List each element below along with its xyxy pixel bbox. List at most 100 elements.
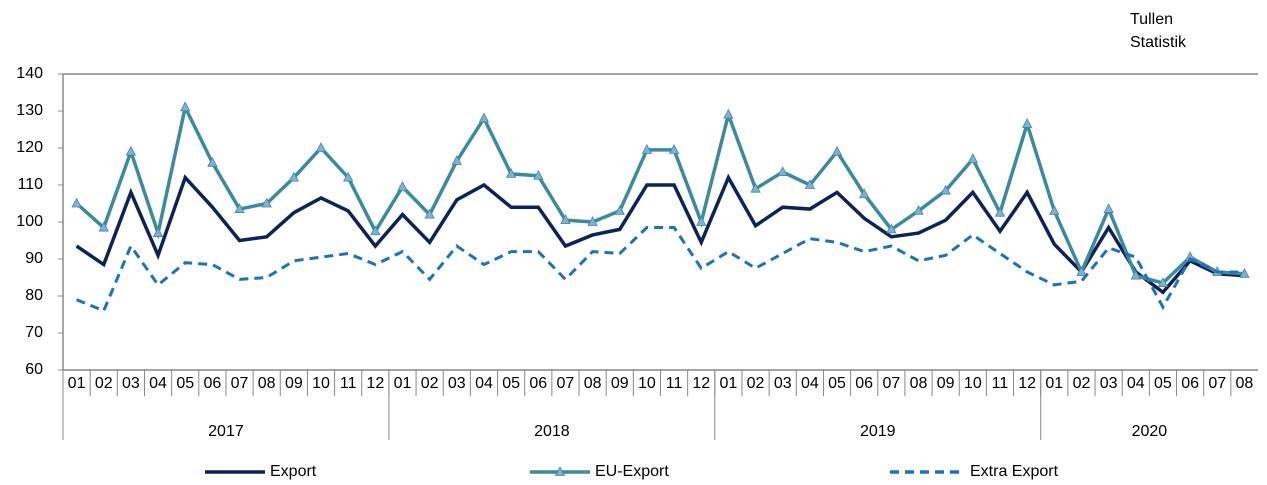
x-tick-label: 09 — [937, 375, 955, 392]
x-tick-label: 11 — [340, 375, 357, 392]
x-tick-label: 07 — [1208, 375, 1226, 392]
group-label: 2017 — [208, 423, 244, 440]
marker — [1049, 205, 1060, 215]
group-label: 2020 — [1132, 423, 1168, 440]
x-tick-label: 06 — [1181, 375, 1199, 392]
x-tick-label: 10 — [638, 375, 656, 392]
marker — [180, 101, 191, 112]
group-label: 2018 — [534, 423, 570, 440]
x-tick-label: 03 — [122, 375, 140, 392]
marker — [478, 112, 490, 123]
legend-label: EU-Export — [595, 463, 669, 480]
marker — [560, 214, 571, 225]
marker — [343, 171, 354, 182]
x-tick-label: 02 — [421, 375, 439, 392]
marker — [1157, 277, 1169, 287]
marker — [913, 205, 924, 215]
legend-label: Export — [270, 463, 317, 480]
x-tick-label: 03 — [774, 375, 792, 392]
x-tick-label: 11 — [666, 375, 683, 392]
y-tick-label: 80 — [25, 287, 43, 304]
marker — [315, 142, 327, 152]
x-tick-label: 09 — [611, 375, 629, 392]
x-tick-label: 05 — [176, 375, 194, 392]
y-tick-label: 140 — [16, 65, 43, 82]
x-tick-label: 07 — [882, 375, 900, 392]
x-tick-label: 02 — [1073, 375, 1091, 392]
series-line — [75, 101, 1245, 285]
annotation: Tullen — [1130, 11, 1173, 28]
marker — [668, 143, 680, 154]
x-tick-label: 04 — [475, 375, 493, 392]
marker — [831, 145, 843, 156]
marker — [125, 145, 137, 156]
marker — [1239, 267, 1250, 278]
marker — [370, 225, 381, 236]
y-tick-label: 60 — [25, 361, 43, 378]
x-tick-label: 12 — [692, 375, 710, 392]
x-tick-label: 04 — [149, 375, 167, 392]
x-tick-label: 04 — [1127, 375, 1145, 392]
x-tick-label: 06 — [203, 375, 221, 392]
x-tick-label: 04 — [801, 375, 819, 392]
marker — [234, 203, 245, 213]
x-tick-label: 12 — [1018, 375, 1036, 392]
marker — [288, 171, 300, 182]
x-tick-label: 02 — [747, 375, 765, 392]
x-tick-label: 07 — [231, 375, 249, 392]
marker — [994, 206, 1006, 217]
x-tick-label: 02 — [95, 375, 113, 392]
y-tick-label: 130 — [16, 102, 43, 119]
marker — [940, 184, 951, 195]
marker — [804, 179, 816, 189]
x-tick-label: 10 — [964, 375, 982, 392]
marker — [1130, 269, 1141, 280]
marker — [777, 166, 788, 176]
marker — [71, 197, 82, 208]
x-tick-label: 01 — [394, 375, 412, 392]
annotation: Statistik — [1130, 34, 1187, 51]
y-tick-label: 120 — [16, 139, 43, 156]
series-line — [75, 173, 1245, 295]
marker — [696, 216, 707, 226]
marker — [533, 169, 544, 180]
y-tick-label: 90 — [25, 250, 43, 267]
marker — [859, 188, 870, 199]
x-tick-label: 03 — [448, 375, 466, 392]
x-tick-label: 01 — [719, 375, 737, 392]
marker — [641, 143, 653, 154]
x-tick-label: 08 — [584, 375, 602, 392]
x-tick-label: 11 — [992, 375, 1009, 392]
marker — [1076, 266, 1087, 276]
x-tick-label: 12 — [366, 375, 384, 392]
x-tick-label: 09 — [285, 375, 303, 392]
marker — [261, 197, 272, 208]
marker — [98, 221, 109, 232]
marker — [152, 227, 164, 238]
series-line — [76, 226, 1245, 313]
x-tick-label: 07 — [557, 375, 575, 392]
x-tick-label: 05 — [828, 375, 846, 392]
group-label: 2019 — [860, 423, 896, 440]
x-tick-label: 08 — [910, 375, 928, 392]
x-tick-label: 06 — [529, 375, 547, 392]
marker — [886, 223, 897, 234]
marker — [587, 216, 598, 226]
y-tick-label: 70 — [25, 324, 43, 341]
legend-marker — [554, 466, 566, 476]
marker — [505, 168, 517, 178]
x-tick-label: 05 — [1154, 375, 1172, 392]
marker — [967, 153, 978, 164]
x-tick-label: 06 — [855, 375, 873, 392]
x-tick-label: 03 — [1100, 375, 1118, 392]
y-tick-label: 100 — [16, 213, 43, 230]
marker — [1103, 203, 1114, 213]
x-tick-label: 08 — [258, 375, 276, 392]
legend-label: Extra Export — [970, 463, 1059, 480]
marker — [750, 182, 761, 193]
marker — [723, 108, 734, 119]
marker — [451, 155, 462, 165]
x-tick-label: 08 — [1236, 375, 1254, 392]
x-tick-label: 01 — [1045, 375, 1063, 392]
